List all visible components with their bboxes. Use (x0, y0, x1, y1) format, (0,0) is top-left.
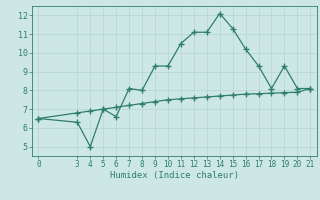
X-axis label: Humidex (Indice chaleur): Humidex (Indice chaleur) (110, 171, 239, 180)
